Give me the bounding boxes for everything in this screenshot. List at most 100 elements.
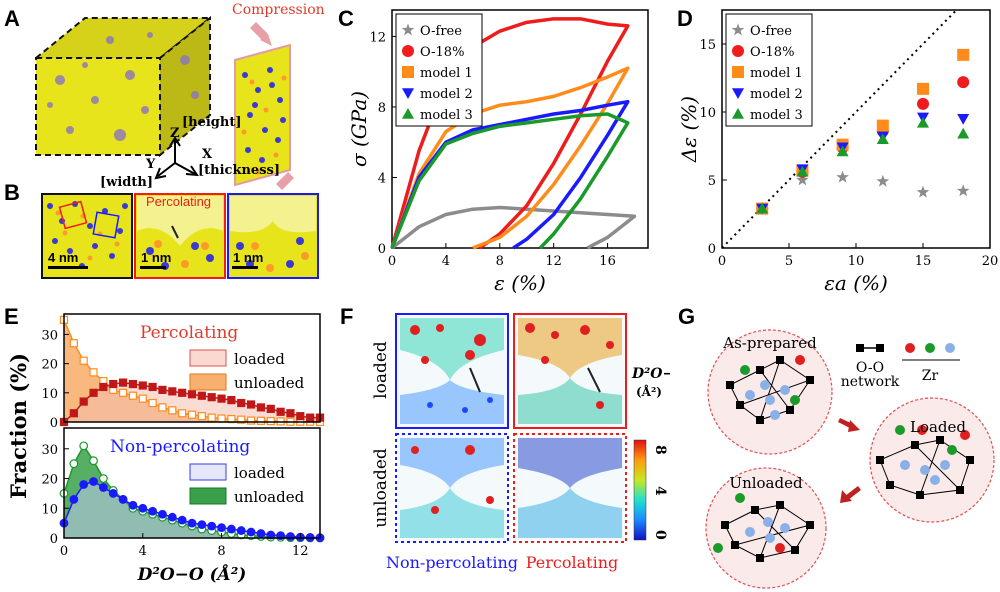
e-top-marker-loaded xyxy=(256,403,266,412)
c-legend-label: model 1 xyxy=(420,66,473,81)
c-x-tick-label: 16 xyxy=(599,254,616,269)
c-legend-marker xyxy=(402,45,414,57)
f-loaded-perc xyxy=(513,313,627,429)
e-bottom-legend-label-unloaded: unloaded xyxy=(234,488,305,506)
e-top-marker-unloaded xyxy=(217,414,226,423)
as-prepared-circle xyxy=(707,329,833,455)
as-prepared-label: As-prepared xyxy=(722,334,817,352)
e-top-marker-loaded xyxy=(69,409,78,418)
e-top-marker-loaded xyxy=(187,390,197,399)
axis-z-label: Z xyxy=(170,126,180,141)
e-top-marker-unloaded xyxy=(79,356,88,365)
panel-label-c: C xyxy=(338,6,354,31)
d-y-tick-label: 0 xyxy=(708,242,716,257)
g-legend xyxy=(856,343,960,361)
d-point-model3 xyxy=(917,116,929,128)
e-top-marker-unloaded xyxy=(266,417,275,426)
e-top-marker-loaded xyxy=(217,394,226,403)
e-bottom-marker-loaded xyxy=(98,483,108,492)
e-top-marker-loaded xyxy=(197,391,206,400)
d-point-O-18 xyxy=(917,97,929,110)
e-top-marker-unloaded xyxy=(138,394,147,403)
e-bottom-marker-loaded xyxy=(197,520,207,530)
e-top-marker-loaded xyxy=(148,382,157,392)
c-x-tick-label: 4 xyxy=(442,254,450,269)
e-bottom-x-tick-label: 12 xyxy=(292,544,309,559)
e-bottom-marker-loaded xyxy=(118,494,128,504)
d-y-tick-label: 5 xyxy=(708,174,716,189)
e-top-marker-loaded xyxy=(237,398,246,408)
e-top-marker-unloaded xyxy=(246,416,256,425)
e-top-marker-unloaded xyxy=(69,339,78,348)
d-y-tick-label: 10 xyxy=(699,106,716,121)
e-bottom-frame xyxy=(63,427,321,539)
e-top-marker-unloaded xyxy=(256,416,266,425)
d-y-tick-label: 15 xyxy=(699,38,716,53)
panel-a-figure: Compression Z Y X [height] [width] [thic… xyxy=(33,2,325,190)
panel-g-figure: As-prepared O-O network Zr Loaded xyxy=(705,329,995,589)
c-y-tick-label: 4 xyxy=(378,171,386,186)
c-x-tick-label: 12 xyxy=(545,254,562,269)
c-legend-label: model 3 xyxy=(420,108,473,123)
c-y-tick-label: 12 xyxy=(369,30,386,45)
c-y-axis-label: σ (GPa) xyxy=(347,91,371,167)
e-bottom-marker-loaded xyxy=(226,524,236,534)
d-point-model3 xyxy=(876,133,889,144)
f-loaded-label: loaded xyxy=(371,341,391,399)
d-point-O-free xyxy=(796,173,809,186)
e-top-marker-loaded xyxy=(227,396,236,405)
e-bottom-marker-loaded xyxy=(108,489,118,498)
c-x-tick-label: 8 xyxy=(496,254,504,269)
e-bottom-x-tick-label: 8 xyxy=(217,544,225,559)
compression-label: Compression xyxy=(232,2,325,18)
f-loaded-nonperc xyxy=(395,313,509,429)
e-bottom-marker-loaded xyxy=(187,518,197,528)
d-point-model2 xyxy=(957,114,970,125)
d-x-tick-label: 0 xyxy=(718,254,726,269)
cbar-tick-8: 8 xyxy=(652,445,668,455)
e-bottom-marker-loaded xyxy=(246,527,256,537)
e-top-marker-unloaded xyxy=(197,412,206,421)
e-bottom-marker-loaded xyxy=(69,494,79,504)
e-bottom-x-tick-label: 4 xyxy=(139,544,147,559)
arrow-icon-1 xyxy=(838,418,860,432)
d-point-O-free xyxy=(956,184,970,197)
e-bottom-title: Non-percolating xyxy=(110,437,250,457)
e-top-marker-loaded xyxy=(168,387,177,396)
e-bottom-marker-unloaded xyxy=(79,441,89,451)
e-bottom-legend-swatch-unloaded xyxy=(189,487,227,505)
d-x-axis-label: εa (%) xyxy=(824,271,888,295)
e-top-marker-unloaded xyxy=(118,388,128,397)
e-bottom-marker-loaded xyxy=(128,500,138,510)
d-point-O-free xyxy=(916,185,930,198)
arrow-icon-2 xyxy=(840,486,861,503)
chart-d: 0 5 10 15 20 0 5 10 15 εa (%) Δε (%) O-free O-18% mod… xyxy=(677,9,998,295)
e-top-marker-loaded xyxy=(138,381,147,390)
d-point-model3 xyxy=(756,202,769,214)
c-series-line-model2 xyxy=(390,99,630,250)
e-top-marker-unloaded xyxy=(128,391,138,400)
panel-label-d: D xyxy=(677,6,693,31)
e-bottom-marker-loaded xyxy=(148,506,158,516)
e-bottom-marker-loaded xyxy=(89,477,98,486)
d-legend-label: model 3 xyxy=(750,108,803,123)
cbar-tick-4: 4 xyxy=(652,486,668,496)
d-legend-marker xyxy=(732,88,744,99)
e-top-marker-loaded xyxy=(118,378,128,387)
e-bottom-marker-loaded xyxy=(158,509,167,519)
scale-bar-1nm-b: 1 nm xyxy=(233,250,263,265)
c-x-axis-label: ε (%) xyxy=(494,271,546,295)
height-label: [height] xyxy=(182,115,242,130)
unloaded-circle xyxy=(705,467,827,589)
e-top-marker-unloaded xyxy=(158,403,167,412)
b-image-1 xyxy=(41,193,133,279)
c-plot-frame xyxy=(391,9,649,249)
c-legend-marker xyxy=(402,88,414,99)
d-x-tick-label: 10 xyxy=(848,254,865,269)
panel-label-g: G xyxy=(678,304,696,329)
loaded-circle xyxy=(869,397,995,523)
d-point-model1 xyxy=(917,82,929,95)
e-top-marker-unloaded xyxy=(168,406,177,415)
e-top-marker-loaded xyxy=(266,404,275,413)
d-legend-label: model 2 xyxy=(750,87,803,102)
